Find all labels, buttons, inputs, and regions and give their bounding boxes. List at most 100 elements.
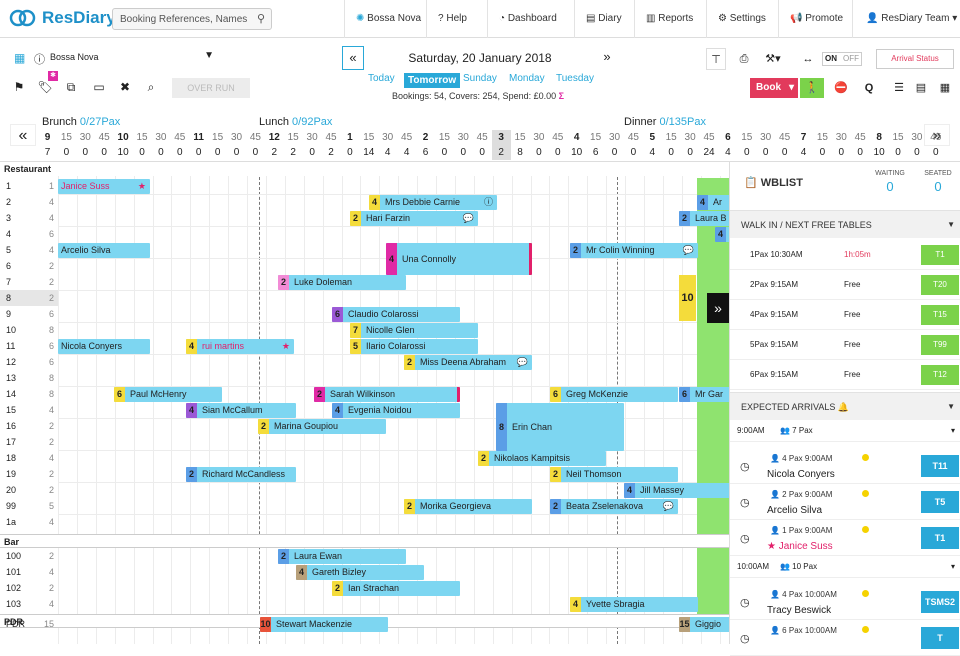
print-icon[interactable]: ⎙ bbox=[739, 53, 749, 65]
timeline-slot[interactable]: 30 0 bbox=[681, 130, 700, 160]
reservation-block[interactable]: 4 rui martins ★ bbox=[186, 339, 294, 354]
reservation-block[interactable]: 2 Laura Ewan bbox=[278, 549, 406, 564]
card-icon[interactable]: ▭ bbox=[93, 80, 105, 94]
timeline-slot[interactable]: 30 0 bbox=[76, 130, 95, 160]
table-row-label[interactable]: 15 4 bbox=[0, 402, 58, 418]
timeline-slot[interactable]: 45 0 bbox=[851, 130, 870, 160]
timeline-slot[interactable]: 45 0 bbox=[246, 130, 265, 160]
next-day-button[interactable]: » bbox=[596, 46, 618, 70]
timeline-slot[interactable]: 15 6 bbox=[586, 130, 605, 160]
timeline-slot[interactable]: 15 0 bbox=[662, 130, 681, 160]
walkin-table-button[interactable]: T12 bbox=[921, 365, 959, 385]
reservation-block[interactable]: 6 Mr Gar bbox=[679, 387, 730, 402]
table-row-label[interactable]: 103 4 bbox=[0, 596, 58, 612]
reservation-block[interactable]: 2 Ian Strachan bbox=[332, 581, 460, 596]
walkin-table-button[interactable]: T20 bbox=[921, 275, 959, 295]
align-left-icon[interactable]: ☰ bbox=[894, 82, 904, 94]
reservation-block[interactable]: 2 Laura B bbox=[679, 211, 730, 226]
arrival-group-header[interactable]: 9:00AM 👥 7 Pax ▾ bbox=[730, 420, 960, 442]
arrival-row[interactable]: ◷ 👤 1 Pax 9:00AM ★ Janice Suss T1 bbox=[730, 520, 960, 556]
quick-monday[interactable]: Monday bbox=[509, 73, 545, 84]
reservation-block[interactable]: 44 bbox=[715, 227, 730, 242]
reservation-block[interactable]: 4 Gareth Bizley bbox=[296, 565, 424, 580]
reservation-block[interactable]: 2 Beata Zselenakova 💬 bbox=[550, 499, 678, 514]
reservation-block[interactable]: 6 Claudio Colarossi bbox=[332, 307, 460, 322]
timeline-slot[interactable]: 45 0 bbox=[95, 130, 114, 160]
service-dinner[interactable]: Dinner 0/135Pax bbox=[624, 116, 706, 128]
walkin-row[interactable]: 4Pax 9:15AM Free T15 bbox=[730, 300, 960, 330]
tag-icon[interactable]: 🏷 bbox=[37, 80, 53, 94]
expand-panel-arrow-icon[interactable]: » bbox=[707, 293, 729, 323]
reservation-block[interactable]: 2 Marina Goupiou bbox=[258, 419, 386, 434]
nav-team-menu[interactable]: 👤 ResDiary Team ▾ bbox=[856, 0, 957, 38]
quick-sunday[interactable]: Sunday bbox=[463, 73, 497, 84]
timeline-slot[interactable]: 30 0 bbox=[227, 130, 246, 160]
table-row-label[interactable]: 16 2 bbox=[0, 418, 58, 434]
timeline-slot[interactable]: 15 14 bbox=[359, 130, 378, 160]
reservation-block[interactable]: 2 Miss Deena Abraham 💬 bbox=[404, 355, 532, 370]
table-row-label[interactable]: 101 4 bbox=[0, 564, 58, 580]
timeline-back-button[interactable]: « bbox=[10, 124, 36, 146]
table-row-label[interactable]: 1a 4 bbox=[0, 514, 58, 530]
arrival-row[interactable]: ◷ 👤 2 Pax 9:00AM Arcelio Silva T5 bbox=[730, 484, 960, 520]
timeline-slot[interactable]: 15 0 bbox=[435, 130, 454, 160]
arrival-table-button[interactable]: T5 bbox=[921, 491, 959, 513]
arrival-table-button[interactable]: T bbox=[921, 627, 959, 649]
book-button[interactable]: Book ▾ bbox=[750, 78, 798, 98]
arrival-row[interactable]: ◷ 👤 4 Pax 9:00AM Nicola Conyers T11 bbox=[730, 448, 960, 484]
timeline-slot[interactable]: 30 0 bbox=[605, 130, 624, 160]
reservation-block[interactable]: 2 Morika Georgieva bbox=[404, 499, 532, 514]
table-row-label[interactable]: 13 8 bbox=[0, 370, 58, 386]
over-run-button[interactable]: OVER RUN bbox=[172, 78, 250, 98]
no-entry-icon[interactable]: ⛔ bbox=[834, 82, 848, 94]
table-row-label[interactable]: 14 8 bbox=[0, 386, 58, 402]
flag-icon[interactable]: ⚑ bbox=[13, 80, 25, 94]
reservation-block[interactable]: 2 Mr Colin Winning 💬 bbox=[570, 243, 698, 258]
walkin-row[interactable]: 5Pax 9:15AM Free T99 bbox=[730, 330, 960, 360]
reservation-block[interactable]: 2 Sarah Wilkinson bbox=[314, 387, 460, 402]
reservation-block[interactable]: 2 Hari Farzin 💬 bbox=[350, 211, 478, 226]
timeline-slot[interactable]: 12 2 bbox=[265, 130, 284, 160]
timeline-slot[interactable]: 15 0 bbox=[889, 130, 908, 160]
timeline-slot[interactable]: 45 0 bbox=[548, 130, 567, 160]
remove-user-icon[interactable]: ✖ bbox=[119, 80, 131, 94]
reservation-block[interactable]: 4 Sian McCallum bbox=[186, 403, 296, 418]
walkin-row[interactable]: 1Pax 10:30AM 1h:05m T1 bbox=[730, 240, 960, 270]
reservation-block[interactable]: 2 Nikolaos Kampitsis bbox=[478, 451, 606, 466]
pin-icon[interactable]: ⊤ bbox=[706, 48, 726, 70]
grid-view-icon[interactable]: ▦ bbox=[939, 82, 951, 94]
timeline-slot[interactable]: 30 0 bbox=[529, 130, 548, 160]
timeline-slot[interactable]: 15 0 bbox=[133, 130, 152, 160]
reservation-block[interactable]: 10 Stewart Mackenzie bbox=[260, 617, 388, 632]
table-row-label[interactable]: 10 8 bbox=[0, 322, 58, 338]
table-row-label[interactable]: 20 2 bbox=[0, 482, 58, 498]
timeline-slot[interactable]: 15 0 bbox=[208, 130, 227, 160]
table-row-label[interactable]: 100 2 bbox=[0, 548, 58, 564]
walkin-section-header[interactable]: WALK IN / NEXT FREE TABLES ▼ bbox=[730, 210, 960, 238]
walk-in-icon[interactable]: 🚶 bbox=[800, 78, 824, 98]
arrival-status-button[interactable]: Arrival Status bbox=[876, 49, 954, 69]
table-row-label[interactable]: 102 2 bbox=[0, 580, 58, 596]
timeline-slot[interactable]: 45 24 bbox=[700, 130, 719, 160]
timeline-slot[interactable]: 30 0 bbox=[907, 130, 926, 160]
reservation-block[interactable]: 6 Greg McKenzie bbox=[550, 387, 678, 402]
service-brunch[interactable]: Brunch 0/27Pax bbox=[42, 116, 120, 128]
timeline-slot[interactable]: 11 0 bbox=[189, 130, 208, 160]
arrival-table-button[interactable]: T1 bbox=[921, 527, 959, 549]
table-row-label[interactable]: 17 2 bbox=[0, 434, 58, 450]
reservation-block[interactable]: 4 Yvette Sbragia bbox=[570, 597, 698, 612]
arrival-table-button[interactable]: TSMS2 bbox=[921, 591, 959, 613]
reservation-block[interactable]: 8 Erin Chan bbox=[496, 403, 624, 451]
timeline-slot[interactable]: 45 0 bbox=[473, 130, 492, 160]
timeline-slot[interactable]: 45 0 bbox=[926, 130, 945, 160]
on-off-toggle[interactable]: ON OFF bbox=[822, 52, 862, 66]
reservation-block[interactable]: 2 Luke Doleman bbox=[278, 275, 406, 290]
